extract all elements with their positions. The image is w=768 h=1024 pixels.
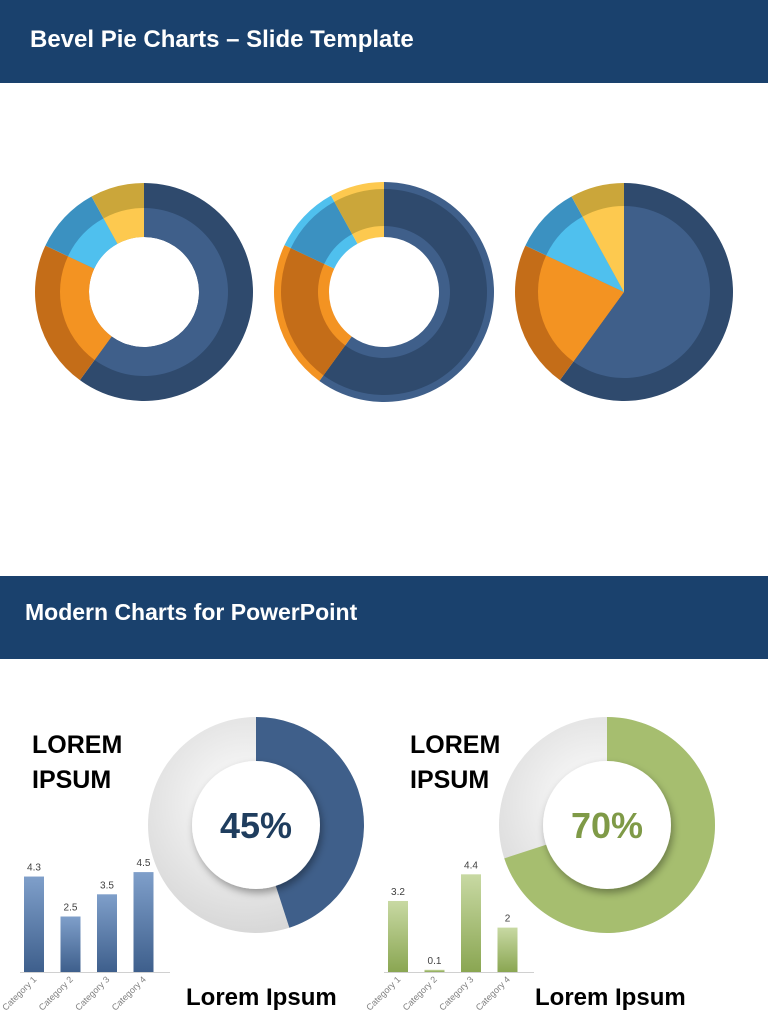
- bar-green-bar-1: [388, 900, 408, 972]
- lorem-heading-left: LOREM IPSUM: [32, 728, 122, 798]
- bar-blue-category-label-3: Category 3: [73, 974, 111, 1012]
- doughnut45-percent-label: 45%: [220, 805, 292, 846]
- pie1-segment-blue-inner: [67, 218, 118, 269]
- bar-green-category-label-1: Category 1: [364, 974, 402, 1012]
- bar-blue-bar-2: [60, 916, 81, 972]
- pie1-segment-orange-inner: [59, 256, 112, 360]
- bar-green-category-label-2: Category 2: [401, 974, 439, 1012]
- bevel-doughnut-chart-1: [35, 183, 254, 401]
- lorem-heading-right-line1: LOREM: [410, 731, 501, 759]
- pie2-segment-orange-body: [281, 248, 346, 376]
- header-banner: Bevel Pie Charts – Slide Template: [0, 0, 768, 83]
- bar-blue-data-label-2: 2.5: [64, 903, 78, 914]
- bar-blue-data-label-4: 4.5: [137, 858, 151, 869]
- bar-green-data-label-1: 3.2: [391, 887, 405, 898]
- pie2-segment-blue-body: [290, 201, 353, 264]
- bar-blue-bar-3: [97, 894, 117, 972]
- pie3-segment-orange-inner: [538, 255, 624, 362]
- doughnut70-percent-label: 70%: [571, 805, 643, 846]
- caption-left: Lorem Ipsum: [186, 984, 337, 1011]
- bar-green-bar-2: [424, 969, 445, 972]
- bar-blue-category-label-1: Category 1: [0, 974, 38, 1012]
- lorem-heading-right-line2: IPSUM: [410, 766, 490, 794]
- bar-blue-data-label-1: 4.3: [27, 863, 41, 874]
- lorem-heading-right: LOREM IPSUM: [410, 728, 500, 798]
- bar-green-category-label-3: Category 3: [437, 974, 475, 1012]
- doughnut70-center-disc: [543, 761, 671, 889]
- bevel-pie-chart-3: [514, 183, 733, 401]
- percent-doughnut-45: 45%: [148, 716, 365, 933]
- pie1-segment-navy-inner: [94, 208, 228, 376]
- bar-blue-bar-1: [24, 876, 44, 972]
- pie3-segment-blue-inner: [546, 216, 624, 292]
- bar-blue-category-label-2: Category 2: [37, 974, 75, 1012]
- bar-green-bar-4: [497, 927, 518, 972]
- doughnut45-center-disc: [192, 761, 320, 889]
- slide-title: Bevel Pie Charts – Slide Template: [30, 26, 414, 53]
- bar-blue-bar-4: [133, 872, 154, 972]
- pie2-segment-navy-body: [323, 189, 488, 396]
- bevel-doughnut-chart-2: [274, 182, 494, 402]
- lorem-heading-left-line2: IPSUM: [32, 766, 112, 794]
- bar-blue-data-label-3: 3.5: [100, 880, 114, 891]
- pie3-segment-navy-inner: [573, 206, 710, 378]
- bar-blue-category-label-4: Category 4: [110, 974, 148, 1012]
- lorem-heading-left-line1: LOREM: [32, 731, 123, 759]
- bar-chart-blue: 4.3 Category 1 2.5 Category 2 3.5 Category 3 4…: [0, 858, 170, 1013]
- pie3-segment-yellow-inner: [582, 206, 624, 292]
- pie2-segment-yellow-body: [334, 189, 384, 235]
- section-banner: Modern Charts for PowerPoint: [0, 576, 768, 659]
- bar-green-category-label-4: Category 4: [474, 974, 512, 1012]
- section-title: Modern Charts for PowerPoint: [25, 599, 358, 625]
- percent-doughnut-70: 70%: [499, 717, 715, 933]
- bar-chart-green: 3.2 Category 1 0.1 Category 2 4.4 Category 3 2…: [364, 860, 534, 1013]
- caption-right: Lorem Ipsum: [535, 984, 686, 1011]
- bar-green-data-label-4: 2: [505, 914, 511, 925]
- bar-green-data-label-2: 0.1: [428, 956, 442, 967]
- pie1-segment-yellow-inner: [103, 208, 144, 244]
- bar-green-bar-3: [461, 874, 481, 972]
- bar-green-data-label-3: 4.4: [464, 860, 478, 871]
